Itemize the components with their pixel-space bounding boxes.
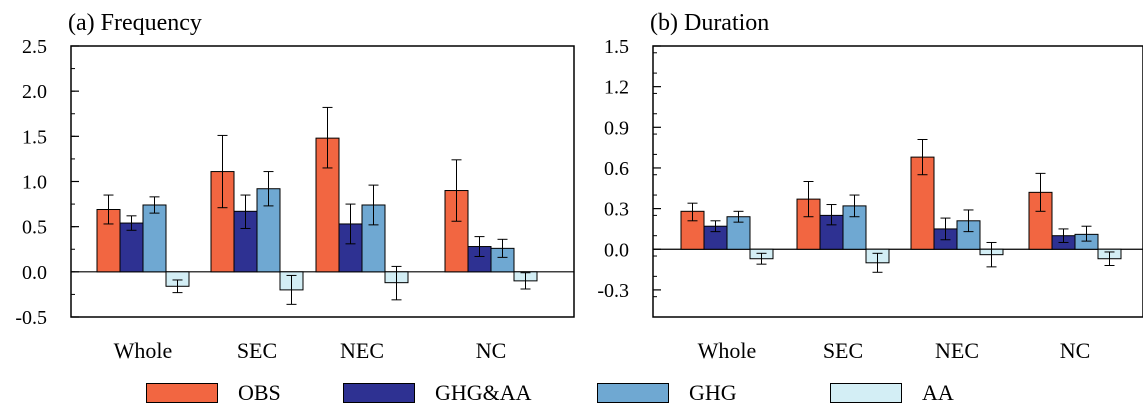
legend-item-aa: AA (830, 378, 954, 408)
legend-item-ghg-aa: GHG&AA (343, 378, 532, 408)
x-tick-label: SEC (237, 338, 277, 363)
y-tick-label: 0.6 (604, 158, 629, 180)
bar-whole-2 (142, 204, 167, 273)
x-tick-label: NC (476, 338, 507, 363)
y-tick-label: 1.0 (22, 172, 47, 194)
y-tick-label: 0.0 (22, 262, 47, 284)
legend-swatch-aa (830, 383, 902, 403)
y-tick-label: -0.3 (597, 280, 629, 302)
y-tick-label: 0.5 (22, 217, 47, 239)
x-tick-label: Whole (114, 338, 173, 363)
legend-item-ghg: GHG (597, 378, 737, 408)
legend-swatch-obs (146, 383, 218, 403)
legend-item-obs: OBS (146, 378, 281, 408)
y-tick-label: 1.5 (22, 126, 47, 148)
legend-swatch-ghg-aa (343, 383, 415, 403)
y-tick-label: 2.0 (22, 81, 47, 103)
y-tick-label: 2.5 (22, 36, 47, 58)
legend-label-aa: AA (922, 380, 954, 405)
legend: OBS GHG&AA GHG AA (0, 378, 1143, 408)
y-tick-label: 1.2 (604, 77, 629, 99)
plot-frame (70, 45, 575, 318)
panel-title: (a) Frequency (68, 10, 202, 36)
y-tick-label: 0.3 (604, 199, 629, 221)
panel-1: (b) Duration -0.3 0.0 0.3 0.6 0.9 1.2 1.5 Whole S… (597, 10, 1143, 363)
x-tick-label: NEC (340, 338, 384, 363)
legend-label-ghg-aa: GHG&AA (435, 380, 532, 405)
y-tick-label: -0.5 (15, 307, 47, 329)
x-tick-label: Whole (698, 338, 757, 363)
y-tick-label: 1.5 (604, 36, 629, 58)
figure: (a) Frequency -0.5 0.0 0.5 1.0 1.5 2.0 2.5 Whole… (15, 10, 1143, 363)
x-tick-label: NEC (935, 338, 979, 363)
x-tick-label: NC (1060, 338, 1091, 363)
panel-title: (b) Duration (650, 10, 769, 36)
y-tick-label: 0.0 (604, 239, 629, 261)
y-tick-label: 0.9 (604, 117, 629, 139)
legend-label-ghg: GHG (689, 380, 737, 405)
legend-label-obs: OBS (238, 380, 281, 405)
panel-0: (a) Frequency -0.5 0.0 0.5 1.0 1.5 2.0 2.5 Whole… (15, 10, 575, 363)
legend-swatch-ghg (597, 383, 669, 403)
plot-frame (652, 45, 1143, 318)
x-tick-label: SEC (823, 338, 863, 363)
